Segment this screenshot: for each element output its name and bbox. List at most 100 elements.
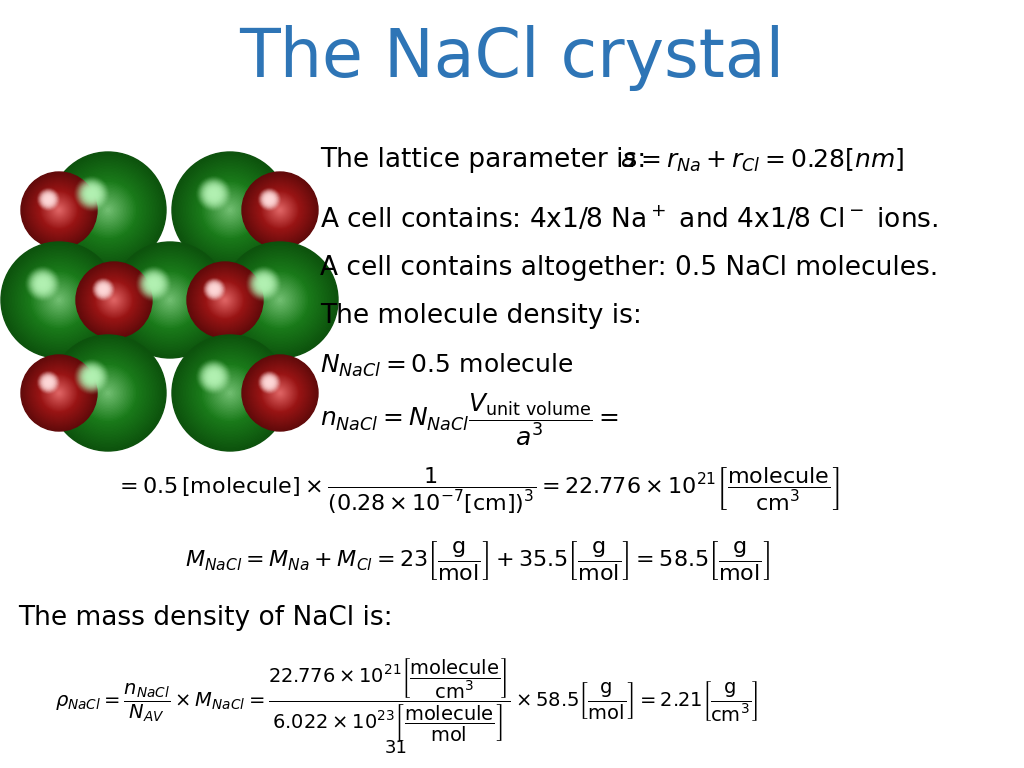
Circle shape	[77, 362, 106, 392]
Text: The mass density of NaCl is:: The mass density of NaCl is:	[18, 605, 392, 631]
Circle shape	[90, 193, 125, 227]
Circle shape	[98, 284, 130, 316]
Circle shape	[51, 336, 165, 449]
Circle shape	[58, 392, 60, 394]
Circle shape	[96, 382, 120, 405]
Circle shape	[34, 367, 85, 419]
Circle shape	[41, 192, 77, 228]
Circle shape	[144, 274, 163, 293]
Circle shape	[104, 290, 124, 310]
Circle shape	[201, 275, 250, 325]
Circle shape	[267, 381, 292, 406]
Circle shape	[54, 157, 162, 263]
Circle shape	[35, 276, 51, 292]
Circle shape	[208, 188, 252, 232]
Circle shape	[273, 204, 287, 217]
Circle shape	[175, 155, 285, 265]
Circle shape	[41, 282, 45, 286]
Circle shape	[266, 379, 293, 406]
Circle shape	[264, 377, 274, 388]
Circle shape	[71, 172, 145, 248]
Circle shape	[38, 372, 80, 414]
Circle shape	[111, 296, 118, 304]
Circle shape	[89, 374, 127, 412]
Circle shape	[93, 196, 123, 224]
Circle shape	[201, 181, 259, 239]
Circle shape	[193, 172, 267, 248]
Circle shape	[211, 191, 249, 229]
Circle shape	[118, 248, 222, 353]
Circle shape	[28, 362, 90, 425]
Circle shape	[25, 359, 93, 427]
Circle shape	[242, 355, 318, 431]
Circle shape	[280, 392, 281, 394]
Circle shape	[208, 283, 242, 317]
Circle shape	[28, 179, 90, 241]
Circle shape	[203, 183, 258, 237]
Circle shape	[203, 183, 225, 205]
Circle shape	[42, 194, 54, 206]
Circle shape	[76, 178, 108, 210]
Circle shape	[279, 208, 282, 212]
Circle shape	[102, 387, 114, 399]
Circle shape	[252, 365, 308, 422]
Circle shape	[140, 271, 167, 296]
Circle shape	[264, 194, 274, 205]
Circle shape	[215, 290, 236, 310]
Circle shape	[198, 178, 229, 210]
Circle shape	[134, 263, 206, 336]
Circle shape	[31, 365, 87, 422]
Circle shape	[163, 293, 177, 307]
Circle shape	[41, 191, 56, 207]
Circle shape	[83, 185, 133, 235]
Circle shape	[236, 255, 325, 345]
Circle shape	[44, 378, 74, 409]
Circle shape	[38, 189, 80, 231]
Circle shape	[47, 381, 49, 383]
Circle shape	[51, 203, 67, 217]
Circle shape	[267, 197, 271, 202]
Circle shape	[34, 274, 52, 293]
Circle shape	[253, 273, 307, 327]
Circle shape	[15, 257, 102, 343]
Circle shape	[263, 194, 275, 206]
Circle shape	[190, 266, 259, 334]
Circle shape	[66, 168, 151, 252]
Circle shape	[196, 270, 254, 329]
Circle shape	[25, 176, 93, 244]
Circle shape	[24, 358, 94, 428]
Circle shape	[85, 370, 98, 383]
Circle shape	[25, 265, 94, 335]
Circle shape	[23, 174, 95, 246]
Circle shape	[265, 196, 273, 203]
Text: $M_{NaCl} = M_{Na} + M_{Cl} = 23\left[\dfrac{\mathrm{g}}{\mathrm{mol}}\right]+ 3: $M_{NaCl} = M_{Na} + M_{Cl} = 23\left[\d…	[185, 538, 770, 581]
Circle shape	[38, 189, 58, 210]
Circle shape	[199, 362, 228, 392]
Circle shape	[253, 184, 306, 237]
Circle shape	[255, 369, 305, 418]
Circle shape	[89, 191, 94, 197]
Circle shape	[233, 253, 327, 346]
Circle shape	[44, 195, 74, 225]
Circle shape	[272, 386, 288, 401]
Circle shape	[99, 286, 128, 314]
Circle shape	[213, 288, 216, 290]
Circle shape	[254, 274, 306, 326]
Circle shape	[82, 184, 102, 204]
Circle shape	[262, 375, 276, 389]
Circle shape	[275, 205, 285, 215]
Circle shape	[53, 294, 65, 306]
Circle shape	[72, 174, 144, 247]
Circle shape	[198, 361, 229, 392]
Circle shape	[185, 348, 275, 438]
Circle shape	[124, 253, 216, 346]
Circle shape	[245, 358, 315, 428]
Circle shape	[12, 253, 105, 346]
Circle shape	[34, 184, 85, 236]
Circle shape	[214, 194, 246, 226]
Circle shape	[227, 207, 232, 213]
Circle shape	[227, 248, 332, 353]
Circle shape	[79, 180, 104, 207]
Circle shape	[229, 250, 331, 351]
Circle shape	[201, 180, 226, 207]
